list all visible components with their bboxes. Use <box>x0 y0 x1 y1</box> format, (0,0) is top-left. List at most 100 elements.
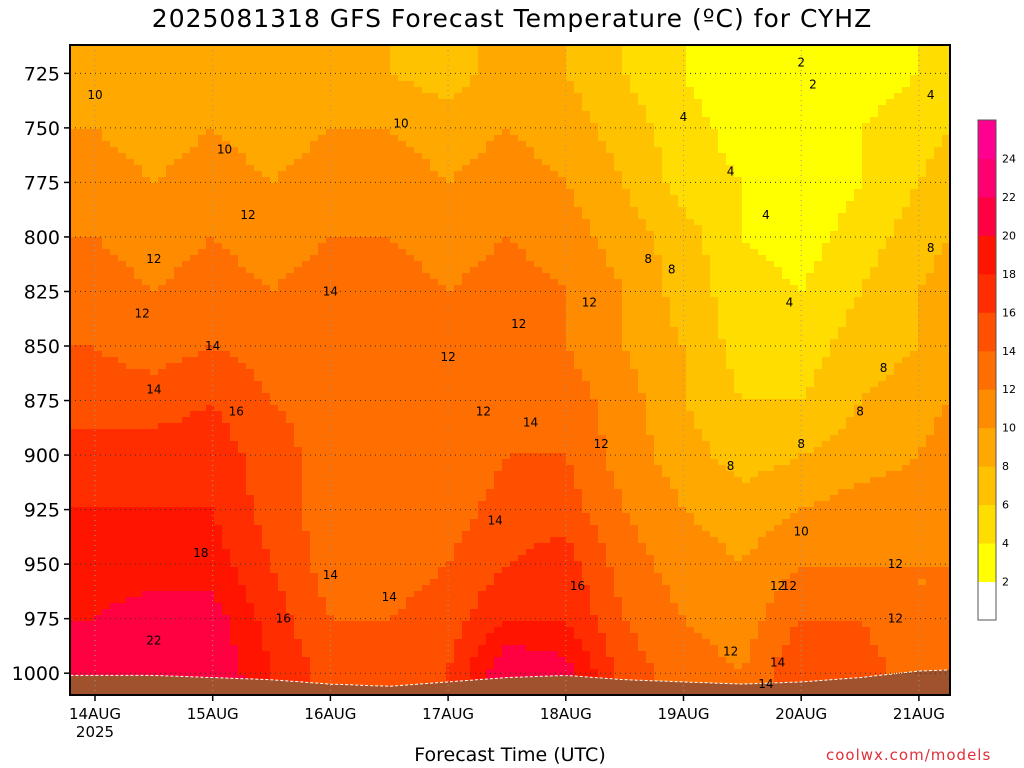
heat-cell <box>118 327 127 334</box>
heat-cell <box>350 537 359 544</box>
heat-cell <box>190 183 199 190</box>
heat-cell <box>414 339 423 346</box>
heat-cell <box>406 195 415 202</box>
heat-cell <box>102 69 111 76</box>
heat-cell <box>158 645 167 652</box>
heat-cell <box>358 201 367 208</box>
heat-cell <box>406 417 415 424</box>
heat-cell <box>86 495 95 502</box>
heat-cell <box>134 387 143 394</box>
heat-cell <box>70 135 79 142</box>
heat-cell <box>430 279 439 286</box>
heat-cell <box>182 303 191 310</box>
heat-cell <box>390 267 399 274</box>
heat-cell <box>94 531 103 538</box>
heat-cell <box>86 297 95 304</box>
heat-cell <box>206 441 215 448</box>
heat-cell <box>278 393 287 400</box>
heat-cell <box>422 639 431 646</box>
heat-cell <box>150 279 159 286</box>
heat-cell <box>310 633 319 640</box>
heat-cell <box>198 243 207 250</box>
heat-cell <box>334 423 343 430</box>
heat-cell <box>118 441 127 448</box>
heat-cell <box>350 639 359 646</box>
heat-cell <box>262 495 271 502</box>
heat-cell <box>230 633 239 640</box>
heat-cell <box>286 315 295 322</box>
heat-cell <box>310 93 319 100</box>
heat-cell <box>334 177 343 184</box>
heat-cell <box>254 195 263 202</box>
heat-cell <box>366 267 375 274</box>
heat-cell <box>318 639 327 646</box>
heat-cell <box>246 129 255 136</box>
heat-cell <box>182 453 191 460</box>
heat-cell <box>214 213 223 220</box>
heat-cell <box>190 495 199 502</box>
heat-cell <box>358 585 367 592</box>
heat-cell <box>422 561 431 568</box>
heat-cell <box>334 573 343 580</box>
heat-cell <box>406 423 415 430</box>
heat-cell <box>326 501 335 508</box>
heat-cell <box>262 483 271 490</box>
heat-cell <box>382 159 391 166</box>
heat-cell <box>78 579 87 586</box>
heat-cell <box>198 609 207 616</box>
heat-cell <box>326 159 335 166</box>
heat-cell <box>294 105 303 112</box>
heat-cell <box>174 405 183 412</box>
heat-cell <box>262 627 271 634</box>
heat-cell <box>78 471 87 478</box>
heat-cell <box>374 63 383 70</box>
heat-cell <box>254 645 263 652</box>
heat-cell <box>430 423 439 430</box>
heat-cell <box>270 165 279 172</box>
heat-cell <box>206 129 215 136</box>
heat-cell <box>302 171 311 178</box>
heat-cell <box>414 567 423 574</box>
heat-cell <box>350 87 359 94</box>
heat-cell <box>222 219 231 226</box>
heat-cell <box>166 597 175 604</box>
heat-cell <box>142 627 151 634</box>
heat-cell <box>78 201 87 208</box>
heat-cell <box>310 429 319 436</box>
heat-cell <box>174 339 183 346</box>
heat-cell <box>390 189 399 196</box>
heat-cell <box>358 507 367 514</box>
heat-cell <box>398 249 407 256</box>
heat-cell <box>278 519 287 526</box>
heat-cell <box>390 75 399 82</box>
heat-cell <box>326 399 335 406</box>
heat-cell <box>294 471 303 478</box>
heat-cell <box>390 645 399 652</box>
heat-cell <box>254 63 263 70</box>
heat-cell <box>230 657 239 664</box>
heat-cell <box>198 663 207 670</box>
heat-cell <box>406 555 415 562</box>
heat-cell <box>102 513 111 520</box>
heat-cell <box>102 315 111 322</box>
heat-cell <box>118 315 127 322</box>
heat-cell <box>230 309 239 316</box>
heat-cell <box>398 645 407 652</box>
heat-cell <box>222 621 231 628</box>
heat-cell <box>294 603 303 610</box>
heat-cell <box>118 183 127 190</box>
heat-cell <box>318 603 327 610</box>
heat-cell <box>318 51 327 58</box>
heat-cell <box>230 501 239 508</box>
heat-cell <box>118 417 127 424</box>
heat-cell <box>342 375 351 382</box>
heat-cell <box>262 459 271 466</box>
heat-cell <box>246 201 255 208</box>
heat-cell <box>318 525 327 532</box>
heat-cell <box>126 633 135 640</box>
heat-cell <box>238 609 247 616</box>
heat-cell <box>166 621 175 628</box>
heat-cell <box>182 213 191 220</box>
heat-cell <box>174 657 183 664</box>
heat-cell <box>422 135 431 142</box>
